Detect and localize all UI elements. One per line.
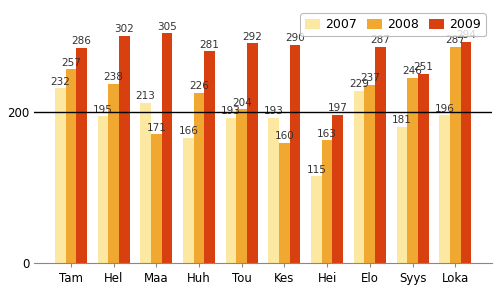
- Text: 287: 287: [371, 35, 390, 45]
- Text: 246: 246: [403, 66, 423, 76]
- Text: 229: 229: [349, 79, 369, 89]
- Text: 287: 287: [445, 35, 465, 45]
- Text: 181: 181: [392, 115, 412, 125]
- Text: 226: 226: [189, 81, 209, 91]
- Bar: [461, 41, 471, 263]
- Text: 257: 257: [61, 58, 81, 68]
- Bar: [268, 118, 279, 263]
- Text: 197: 197: [328, 103, 348, 113]
- Bar: [194, 93, 204, 263]
- Bar: [55, 88, 65, 263]
- Text: 193: 193: [264, 106, 283, 116]
- Text: 302: 302: [114, 24, 134, 34]
- Text: 204: 204: [232, 98, 251, 108]
- Bar: [397, 127, 407, 263]
- Bar: [76, 48, 87, 263]
- Bar: [204, 51, 215, 263]
- Text: 163: 163: [317, 129, 337, 139]
- Bar: [108, 84, 119, 263]
- Bar: [418, 74, 429, 263]
- Bar: [322, 140, 332, 263]
- Bar: [247, 43, 257, 263]
- Text: 294: 294: [456, 30, 476, 40]
- Bar: [119, 36, 130, 263]
- Bar: [375, 47, 386, 263]
- Text: 286: 286: [72, 36, 91, 46]
- Text: 292: 292: [243, 32, 262, 41]
- Bar: [364, 84, 375, 263]
- Bar: [354, 91, 364, 263]
- Bar: [65, 69, 76, 263]
- Text: 171: 171: [146, 123, 166, 133]
- Bar: [407, 78, 418, 263]
- Text: 238: 238: [104, 72, 124, 82]
- Bar: [237, 110, 247, 263]
- Text: 251: 251: [413, 62, 433, 72]
- Text: 160: 160: [274, 131, 294, 141]
- Text: 281: 281: [200, 40, 220, 50]
- Bar: [450, 47, 461, 263]
- Bar: [311, 176, 322, 263]
- Text: 305: 305: [157, 22, 177, 32]
- Bar: [332, 115, 343, 263]
- Text: 196: 196: [435, 104, 455, 114]
- Legend: 2007, 2008, 2009: 2007, 2008, 2009: [300, 13, 486, 36]
- Text: 237: 237: [360, 73, 380, 83]
- Bar: [279, 142, 290, 263]
- Text: 166: 166: [178, 126, 198, 136]
- Bar: [226, 118, 237, 263]
- Text: 115: 115: [306, 165, 326, 175]
- Text: 195: 195: [93, 105, 113, 115]
- Text: 193: 193: [221, 106, 241, 116]
- Text: 232: 232: [50, 77, 70, 87]
- Bar: [290, 45, 300, 263]
- Bar: [151, 134, 162, 263]
- Bar: [439, 115, 450, 263]
- Bar: [98, 116, 108, 263]
- Text: 213: 213: [136, 91, 156, 101]
- Bar: [183, 138, 194, 263]
- Bar: [162, 33, 172, 263]
- Bar: [140, 102, 151, 263]
- Text: 290: 290: [285, 33, 305, 43]
